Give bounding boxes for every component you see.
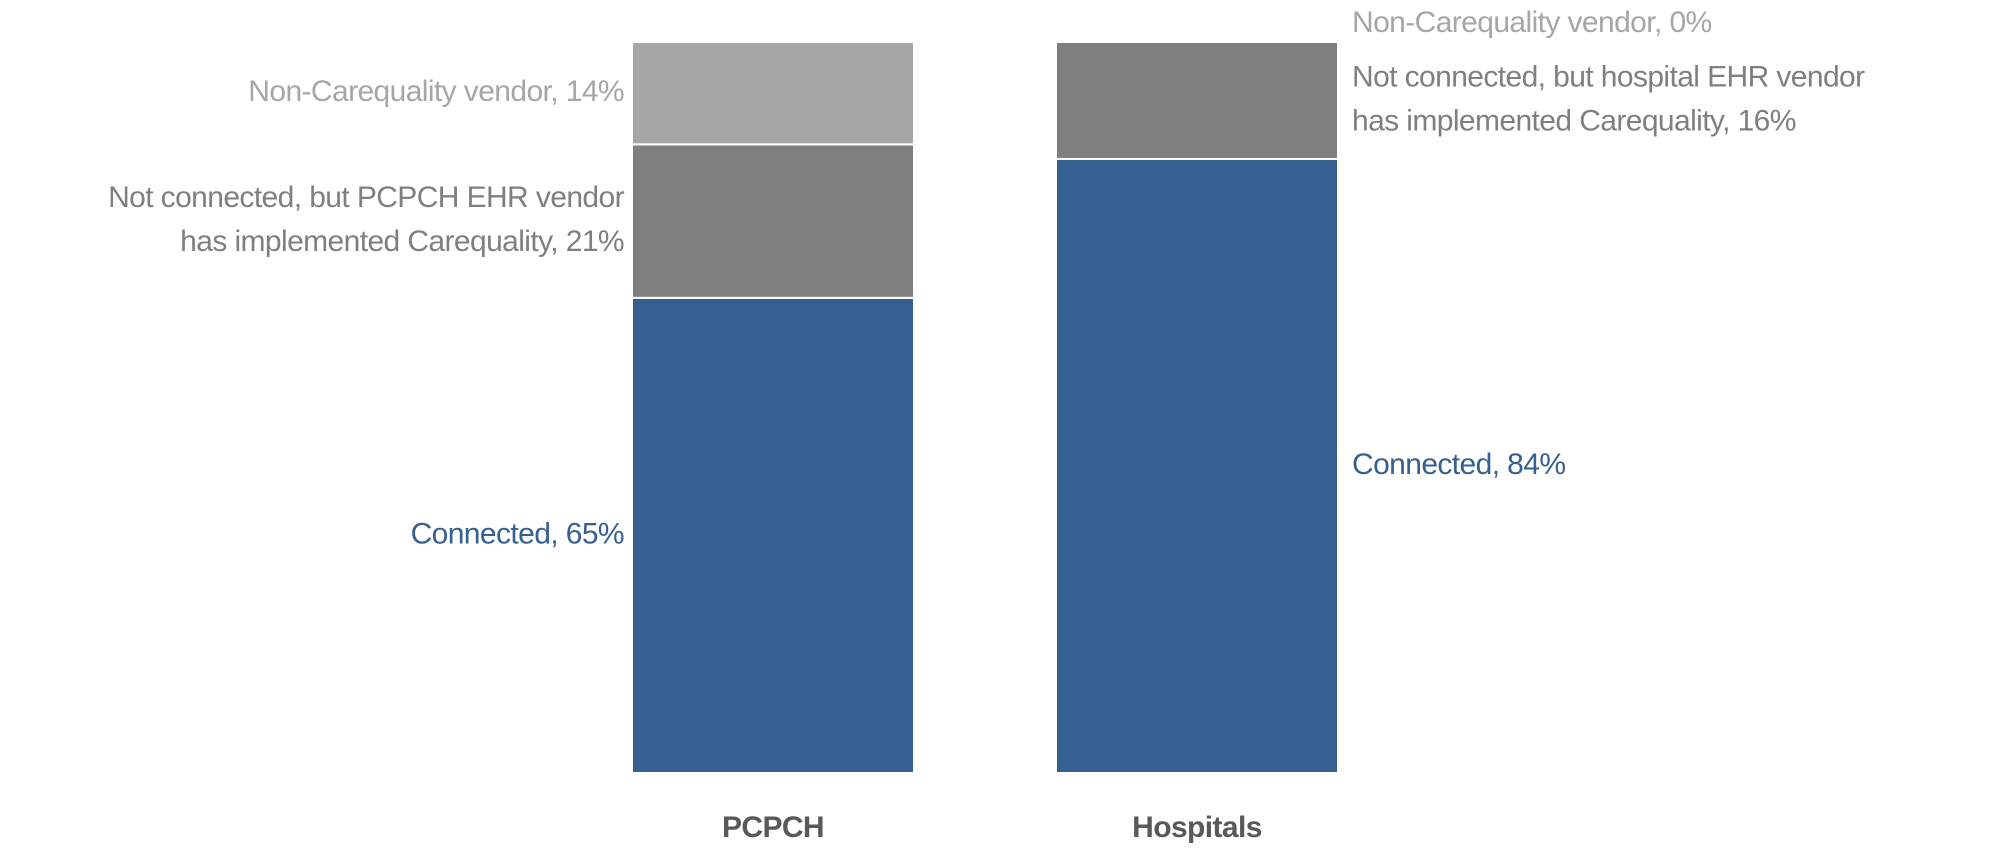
x-tick-label: PCPCH [722, 811, 824, 844]
bar-segment [631, 143, 915, 299]
data-label: Not connected, but PCPCH EHR vendor [108, 181, 625, 214]
data-label: Non-Carequality vendor, 14% [248, 75, 624, 108]
bar-segment [1055, 41, 1339, 160]
bar-segment [631, 41, 915, 146]
data-label: has implemented Carequality, 21% [180, 225, 624, 258]
x-tick-label: Hospitals [1132, 811, 1262, 844]
data-label: Connected, 84% [1352, 448, 1565, 481]
data-label: Not connected, but hospital EHR vendor [1352, 60, 1865, 93]
bar-segment [631, 296, 915, 774]
data-label: has implemented Carequality, 16% [1352, 104, 1796, 137]
data-label: Non-Carequality vendor, 0% [1352, 6, 1712, 39]
data-label: Connected, 65% [411, 517, 624, 550]
bar-segment [1055, 157, 1339, 774]
